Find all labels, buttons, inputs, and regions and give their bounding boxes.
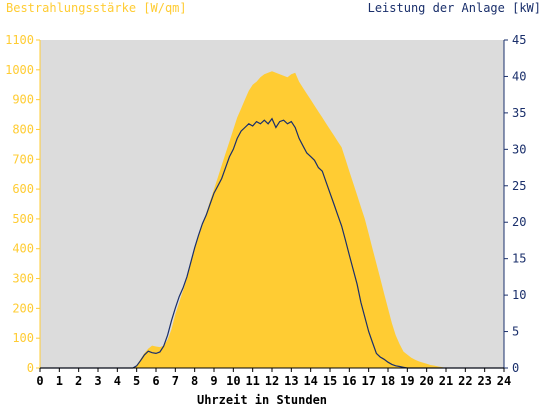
y-right-tick-label: 0 (512, 361, 519, 375)
y-right-tick-label: 5 (512, 325, 519, 339)
y-right-tick-label: 25 (512, 179, 526, 193)
x-tick-label: 7 (172, 374, 179, 388)
y-left-tick-label: 300 (12, 272, 34, 286)
x-tick-label: 8 (191, 374, 198, 388)
y-left-tick-label: 700 (12, 152, 34, 166)
y-right-tick-label: 20 (512, 215, 526, 229)
x-tick-label: 6 (152, 374, 159, 388)
x-tick-label: 17 (361, 374, 375, 388)
y-left-tick-label: 100 (12, 331, 34, 345)
x-tick-label: 14 (303, 374, 317, 388)
x-tick-label: 9 (210, 374, 217, 388)
x-tick-label: 15 (323, 374, 337, 388)
x-tick-label: 21 (439, 374, 453, 388)
series-1-line (40, 117, 504, 369)
y-left-tick-label: 1100 (5, 33, 34, 47)
y-right-tick-label: 40 (512, 69, 526, 83)
x-tick-label: 0 (36, 374, 43, 388)
y-right-tick-label: 30 (512, 142, 526, 156)
x-tick-label: 5 (133, 374, 140, 388)
x-axis-title: Uhrzeit in Stunden (197, 393, 327, 407)
y-left-tick-label: 500 (12, 212, 34, 226)
y-right-tick-label: 15 (512, 252, 526, 266)
x-tick-label: 24 (497, 374, 511, 388)
x-tick-label: 11 (245, 374, 259, 388)
x-tick-label: 3 (94, 374, 101, 388)
axes: 0100200300400500600700800900100011000510… (5, 33, 526, 388)
y-left-tick-label: 1000 (5, 63, 34, 77)
x-tick-label: 23 (477, 374, 491, 388)
x-tick-label: 16 (342, 374, 356, 388)
y-left-tick-label: 800 (12, 122, 34, 136)
y-right-tick-label: 10 (512, 288, 526, 302)
y-left-tick-label: 600 (12, 182, 34, 196)
x-tick-label: 18 (381, 374, 395, 388)
y-left-tick-label: 400 (12, 242, 34, 256)
x-tick-label: 4 (114, 374, 121, 388)
y-left-tick-label: 0 (27, 361, 34, 375)
x-tick-label: 20 (419, 374, 433, 388)
x-tick-label: 22 (458, 374, 472, 388)
x-tick-label: 12 (265, 374, 279, 388)
y-right-tick-label: 35 (512, 106, 526, 120)
y-right-tick-label: 45 (512, 33, 526, 47)
power-series (40, 117, 504, 369)
left-axis-title: Bestrahlungsstärke [W/qm] (6, 1, 187, 15)
series-0-area (40, 71, 504, 369)
irradiance-series (40, 71, 504, 369)
right-axis-title: Leistung der Anlage [kW] (368, 1, 541, 15)
x-tick-label: 19 (400, 374, 414, 388)
x-tick-label: 1 (56, 374, 63, 388)
x-tick-label: 2 (75, 374, 82, 388)
y-left-tick-label: 200 (12, 301, 34, 315)
x-tick-label: 13 (284, 374, 298, 388)
x-tick-label: 10 (226, 374, 240, 388)
y-left-tick-label: 900 (12, 93, 34, 107)
